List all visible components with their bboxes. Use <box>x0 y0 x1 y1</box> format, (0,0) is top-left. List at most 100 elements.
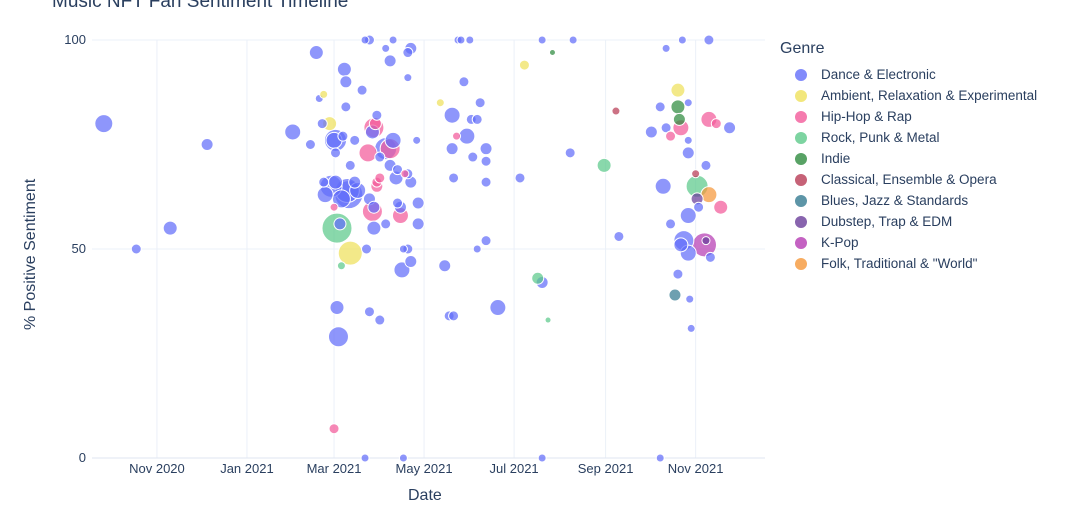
data-point <box>411 196 425 210</box>
y-tick-label: 100 <box>64 32 86 47</box>
data-point <box>333 217 347 231</box>
legend-item[interactable]: K-Pop <box>780 232 1037 253</box>
y-axis-label: % Positive Sentiment <box>22 178 39 330</box>
data-point <box>691 169 701 179</box>
x-tick-label: May 2021 <box>396 461 453 476</box>
data-point <box>403 73 413 83</box>
data-point <box>358 143 378 163</box>
data-point <box>537 35 547 45</box>
data-point <box>318 176 330 188</box>
data-point <box>392 197 404 209</box>
data-point <box>458 76 470 88</box>
legend-item[interactable]: Indie <box>780 148 1037 169</box>
legend-label: Indie <box>821 151 851 166</box>
data-point <box>443 106 461 124</box>
data-point <box>340 101 352 113</box>
legend-item[interactable]: Dance & Electronic <box>780 64 1037 85</box>
data-point <box>381 43 391 53</box>
data-point <box>544 316 552 324</box>
x-tick-label: Sep 2021 <box>578 461 634 476</box>
data-point <box>384 131 402 149</box>
data-point <box>361 243 373 255</box>
data-point <box>337 240 363 266</box>
x-axis-label: Date <box>408 487 442 504</box>
data-point <box>304 139 316 150</box>
legend-label: Hip-Hop & Rap <box>821 109 912 124</box>
legend-item[interactable]: Hip-Hop & Rap <box>780 106 1037 127</box>
data-point <box>327 326 349 348</box>
legend-label: K-Pop <box>821 235 859 250</box>
data-point <box>480 176 492 188</box>
data-point <box>94 114 114 134</box>
legend-item[interactable]: Folk, Traditional & "World" <box>780 253 1037 274</box>
data-point <box>472 244 482 254</box>
data-point <box>445 142 459 156</box>
data-point <box>200 138 214 151</box>
data-point <box>703 34 715 46</box>
data-point <box>480 155 492 167</box>
data-point <box>670 82 686 98</box>
data-point <box>308 45 324 61</box>
legend-swatch-icon <box>795 257 807 270</box>
data-point <box>319 89 329 99</box>
data-point <box>723 121 737 135</box>
y-tick-label: 50 <box>72 241 86 256</box>
data-point <box>465 35 475 45</box>
data-point <box>339 75 353 89</box>
legend-swatch-icon <box>795 89 807 102</box>
legend-item[interactable]: Blues, Jazz & Standards <box>780 190 1037 211</box>
data-point <box>531 271 545 285</box>
data-point <box>383 54 397 68</box>
data-point <box>363 306 375 318</box>
legend-swatch-icon <box>795 236 807 249</box>
x-tick-label: Mar 2021 <box>307 461 362 476</box>
data-point <box>452 131 462 141</box>
legend-title: Genre <box>780 40 825 57</box>
data-point <box>330 147 342 159</box>
legend-item[interactable]: Classical, Ensemble & Opera <box>780 169 1037 190</box>
data-point <box>329 300 345 316</box>
data-point <box>412 135 422 145</box>
data-point <box>681 146 695 160</box>
data-point <box>398 244 408 254</box>
data-point <box>374 314 386 326</box>
data-point <box>677 35 687 45</box>
legend-label: Classical, Ensemble & Opera <box>821 172 997 187</box>
data-point <box>672 268 684 280</box>
data-point <box>596 157 612 173</box>
legend-item[interactable]: Rock, Punk & Metal <box>780 127 1037 148</box>
data-point <box>402 47 414 59</box>
data-point <box>337 130 349 142</box>
x-tick-label: Jan 2021 <box>220 461 274 476</box>
data-point <box>393 261 411 279</box>
data-point <box>661 43 671 53</box>
data-point <box>670 99 686 115</box>
legend-label: Folk, Traditional & "World" <box>821 256 978 271</box>
data-point <box>611 106 621 116</box>
data-point <box>613 230 625 242</box>
data-point <box>665 130 677 142</box>
data-point <box>655 453 665 463</box>
legend-item[interactable]: Ambient, Relaxation & Experimental <box>780 85 1037 106</box>
data-point <box>456 35 466 45</box>
data-point <box>693 201 705 213</box>
data-point <box>162 220 178 236</box>
data-point <box>665 218 677 230</box>
data-point <box>713 199 729 215</box>
data-point <box>474 97 486 109</box>
chart-title: Music NFT Fan Sentiment Timeline <box>52 0 349 12</box>
data-point <box>435 98 445 108</box>
data-point <box>329 202 339 212</box>
data-point <box>564 147 576 159</box>
data-point <box>448 310 460 322</box>
data-point <box>489 299 507 317</box>
x-tick-label: Nov 2020 <box>129 461 185 476</box>
data-point <box>679 207 697 225</box>
legend-item[interactable]: Dubstep, Trap & EDM <box>780 211 1037 232</box>
data-point <box>360 453 370 463</box>
data-point <box>701 236 711 246</box>
data-point <box>374 151 386 163</box>
legend-swatch-icon <box>795 173 807 186</box>
